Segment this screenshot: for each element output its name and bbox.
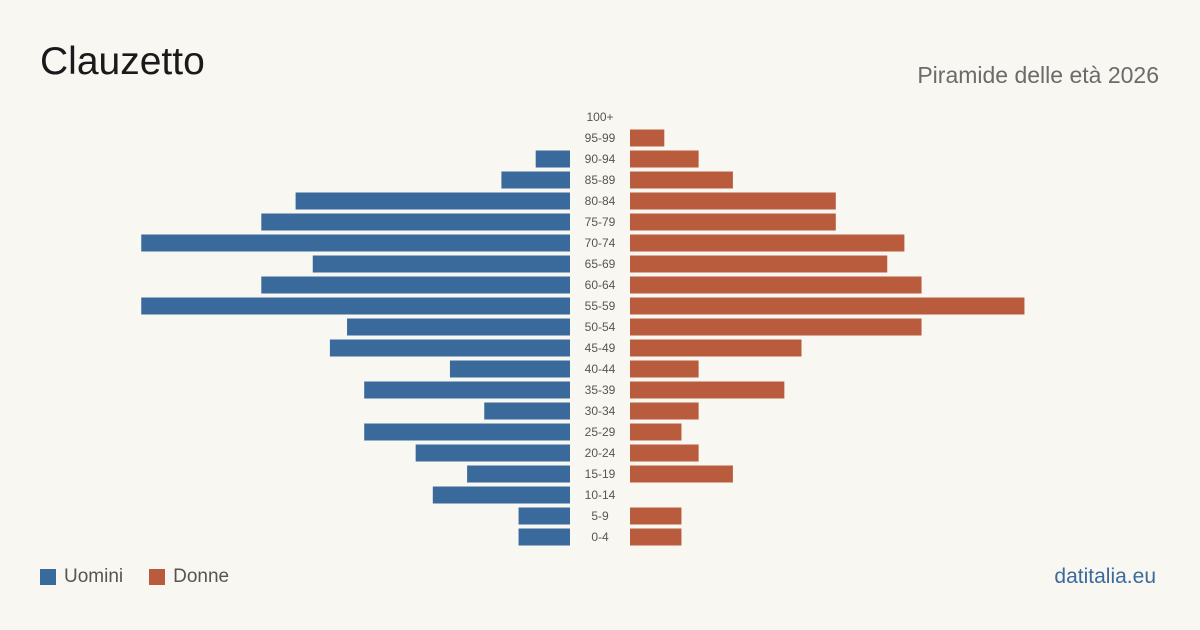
bar-women-80-84	[630, 192, 836, 210]
bar-men-10-14	[432, 486, 570, 504]
bar-men-60-64	[261, 276, 570, 294]
bar-men-80-84	[295, 192, 570, 210]
legend-item-men: Uomini	[40, 566, 123, 588]
bar-women-85-89	[630, 171, 733, 189]
bar-men-45-49	[329, 339, 570, 357]
bar-men-70-74	[141, 234, 570, 252]
age-label-70-74: 70-74	[585, 236, 616, 250]
age-label-65-69: 65-69	[585, 257, 616, 271]
age-label-25-29: 25-29	[585, 425, 616, 439]
bar-women-25-29	[630, 423, 682, 441]
bar-men-25-29	[364, 423, 570, 441]
age-label-45-49: 45-49	[585, 341, 616, 355]
legend-item-women: Donne	[149, 566, 229, 588]
bar-women-75-79	[630, 213, 836, 231]
bar-women-50-54	[630, 318, 922, 336]
bar-men-30-34	[484, 402, 570, 420]
bar-men-15-19	[467, 465, 570, 483]
age-label-40-44: 40-44	[585, 362, 616, 376]
bar-women-30-34	[630, 402, 699, 420]
bar-women-55-59	[630, 297, 1025, 315]
age-label-85-89: 85-89	[585, 173, 616, 187]
age-label-80-84: 80-84	[585, 194, 616, 208]
bar-women-45-49	[630, 339, 802, 357]
age-label-60-64: 60-64	[585, 278, 616, 292]
bar-women-60-64	[630, 276, 922, 294]
legend-label-women: Donne	[173, 566, 230, 587]
bar-men-85-89	[501, 171, 570, 189]
chart-title: Clauzetto	[40, 40, 205, 83]
bar-women-90-94	[630, 150, 699, 168]
bar-men-90-94	[535, 150, 570, 168]
bar-men-5-9	[518, 507, 570, 525]
legend-swatch-women	[149, 569, 166, 585]
legend-label-men: Uomini	[64, 566, 124, 587]
chart-subtitle: Piramide delle età 2026	[917, 62, 1159, 88]
age-label-35-39: 35-39	[585, 383, 616, 397]
age-label-20-24: 20-24	[585, 446, 616, 460]
age-label-95-99: 95-99	[585, 131, 616, 145]
brand-link[interactable]: datitalia.eu	[1054, 565, 1156, 588]
bar-men-35-39	[364, 381, 570, 399]
age-label-5-9: 5-9	[591, 509, 609, 523]
bar-men-55-59	[141, 297, 570, 315]
bar-women-65-69	[630, 255, 888, 273]
bar-men-40-44	[449, 360, 570, 378]
age-label-50-54: 50-54	[585, 320, 616, 334]
age-label-0-4: 0-4	[591, 530, 609, 544]
bar-women-15-19	[630, 465, 733, 483]
bar-women-35-39	[630, 381, 785, 399]
bar-women-70-74	[630, 234, 905, 252]
age-label-55-59: 55-59	[585, 299, 616, 313]
bar-men-75-79	[261, 213, 570, 231]
bar-women-0-4	[630, 528, 682, 546]
bar-women-20-24	[630, 444, 699, 462]
bar-women-95-99	[630, 129, 665, 147]
age-label-30-34: 30-34	[585, 404, 616, 418]
age-label-75-79: 75-79	[585, 215, 616, 229]
bar-men-0-4	[518, 528, 570, 546]
bar-men-20-24	[415, 444, 570, 462]
bar-women-40-44	[630, 360, 699, 378]
age-label-15-19: 15-19	[585, 467, 616, 481]
age-label-90-94: 90-94	[585, 152, 616, 166]
bar-men-65-69	[312, 255, 570, 273]
legend: Uomini Donne	[40, 566, 255, 588]
legend-swatch-men	[40, 569, 56, 585]
bar-women-5-9	[630, 507, 682, 525]
bar-men-50-54	[347, 318, 570, 336]
age-label-10-14: 10-14	[585, 488, 616, 502]
age-label-100+: 100+	[586, 110, 613, 124]
